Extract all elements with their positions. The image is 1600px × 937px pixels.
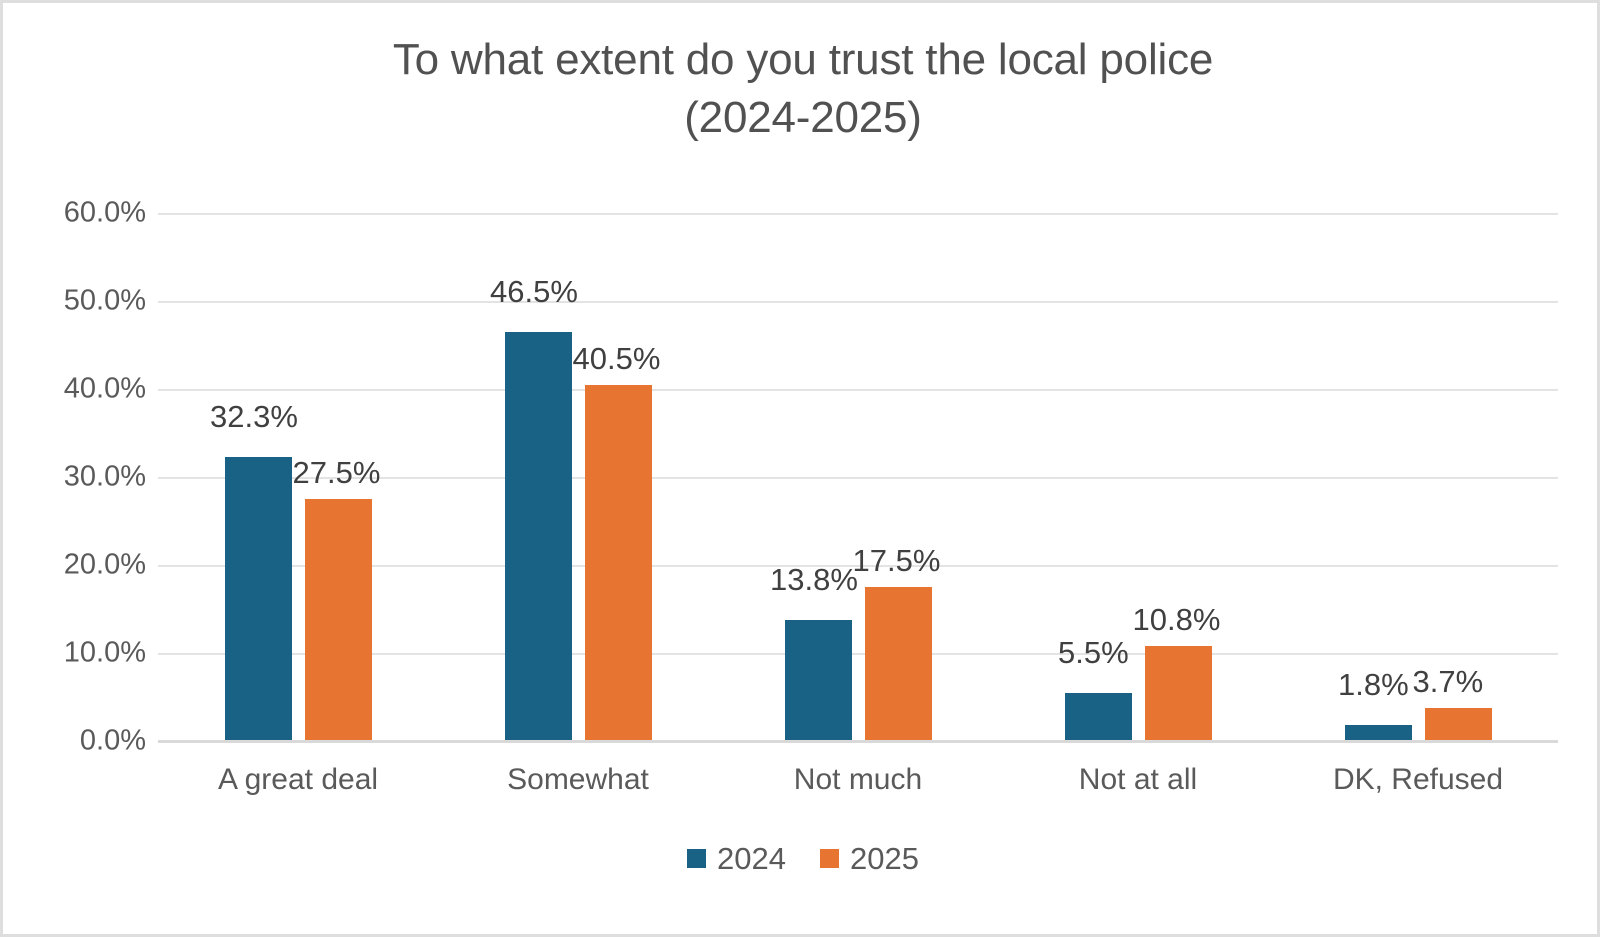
chart-legend: 2024 2025 bbox=[3, 843, 1597, 874]
legend-label: 2025 bbox=[850, 841, 919, 876]
y-axis: 60.0% 50.0% 40.0% 30.0% 20.0% 10.0% 0.0% bbox=[3, 3, 146, 934]
y-axis-tick-label: 50.0% bbox=[63, 284, 146, 317]
gridline bbox=[158, 301, 1558, 303]
data-label-2025-2: 17.5% bbox=[852, 543, 941, 578]
x-axis-tick-label: Somewhat bbox=[507, 763, 649, 796]
data-label-2024-3: 5.5% bbox=[1058, 634, 1129, 670]
bar-2025-0[interactable] bbox=[304, 499, 372, 741]
y-axis-tick-label: 30.0% bbox=[63, 460, 146, 493]
bar-2025-2[interactable] bbox=[864, 587, 932, 741]
gridline bbox=[158, 389, 1558, 391]
data-label-2025-3: 10.8% bbox=[1132, 601, 1221, 637]
bar-2024-3[interactable] bbox=[1064, 692, 1132, 741]
gridline bbox=[158, 213, 1558, 215]
bar-2025-3[interactable] bbox=[1144, 645, 1212, 741]
data-label-2024-4: 1.8% bbox=[1338, 667, 1409, 703]
x-axis-tick-label: A great deal bbox=[217, 763, 379, 796]
data-label-2025-4: 3.7% bbox=[1412, 664, 1484, 700]
bar-2025-4[interactable] bbox=[1424, 708, 1492, 741]
plot-area: 32.3% 27.5% 46.5% 40.5% 13.8% 17.5% 5.5% 10.8% 1… bbox=[158, 213, 1558, 741]
y-axis-tick-label: 20.0% bbox=[63, 548, 146, 581]
y-axis-tick-label: 40.0% bbox=[63, 372, 146, 405]
legend-item-2025[interactable]: 2025 bbox=[820, 843, 919, 874]
data-label-2024-1: 46.5% bbox=[490, 273, 578, 309]
legend-swatch-icon bbox=[820, 849, 839, 868]
data-label-2024-2: 13.8% bbox=[770, 561, 858, 597]
chart-title: To what extent do you trust the local po… bbox=[392, 35, 1214, 143]
x-axis-tick-label: Not much bbox=[793, 763, 923, 796]
y-axis-tick-label: 60.0% bbox=[63, 196, 146, 229]
gridline bbox=[158, 653, 1558, 655]
data-label-2025-0: 27.5% bbox=[292, 455, 381, 490]
legend-item-2024[interactable]: 2024 bbox=[687, 843, 786, 874]
bar-2024-0[interactable] bbox=[224, 456, 292, 741]
legend-swatch-icon bbox=[687, 849, 707, 868]
bar-2024-4[interactable] bbox=[1344, 725, 1412, 741]
data-label-2025-1: 40.5% bbox=[572, 340, 661, 376]
gridline bbox=[158, 477, 1558, 479]
y-axis-tick-label: 10.0% bbox=[63, 636, 146, 669]
data-label-2024-0: 32.3% bbox=[210, 398, 298, 434]
x-axis-baseline bbox=[158, 740, 1558, 743]
bar-2024-1[interactable] bbox=[504, 331, 572, 741]
bar-2024-2[interactable] bbox=[784, 619, 852, 741]
gridline bbox=[158, 565, 1558, 567]
x-axis-tick-label: DK, Refused bbox=[1332, 763, 1504, 796]
y-axis-tick-label: 0.0% bbox=[79, 724, 146, 757]
legend-label: 2024 bbox=[717, 841, 786, 876]
bar-2025-1[interactable] bbox=[584, 384, 652, 741]
x-axis-tick-label: Not at all bbox=[1078, 763, 1198, 796]
